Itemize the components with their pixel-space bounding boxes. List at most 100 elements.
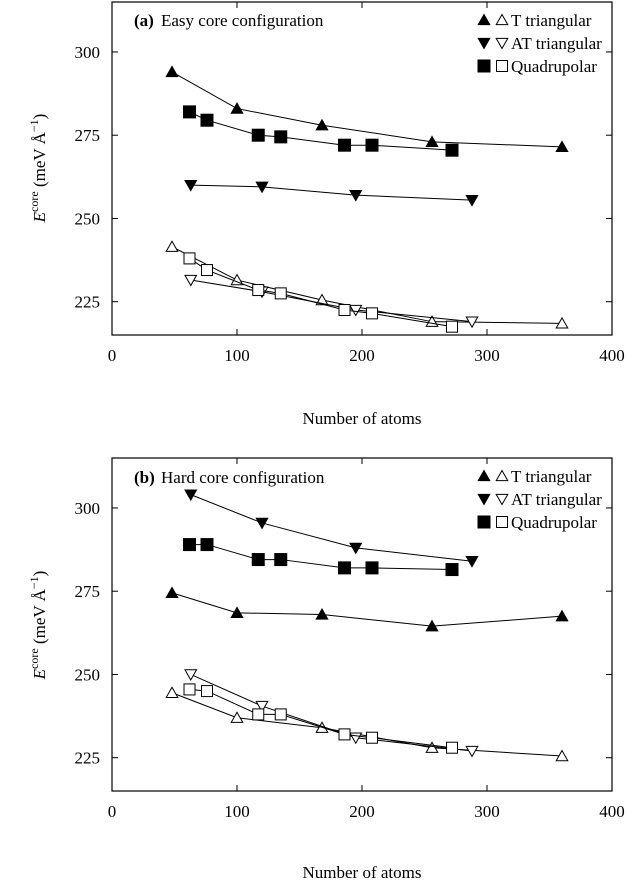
data-point [230, 606, 244, 619]
data-point [230, 711, 244, 723]
y-axis-label-symbol: E [30, 211, 49, 223]
data-point [183, 105, 196, 119]
data-point [274, 708, 287, 721]
data-point [555, 749, 569, 762]
legend-label: AT triangular [511, 490, 602, 509]
legend-entry: T triangular [477, 11, 592, 30]
data-point [425, 741, 439, 753]
data-point [465, 556, 479, 568]
data-point [274, 553, 288, 567]
series-at-triangular-open [184, 669, 479, 758]
legend-entry: Quadrupolar [477, 513, 597, 532]
chart-panel-a: 0 100 200 300 400 225 250 275 300 (a) Easy core … [27, 1, 625, 428]
data-point [255, 517, 269, 530]
data-point [555, 316, 569, 329]
y-axis-label-superscript: core [27, 191, 41, 212]
panel-label: (b) [134, 468, 155, 487]
data-point [252, 284, 265, 297]
legend-marker-filled [477, 515, 491, 529]
x-tick-label: 300 [474, 802, 500, 821]
data-point [274, 130, 288, 144]
data-point [255, 181, 269, 194]
data-point [365, 561, 379, 575]
data-point [165, 240, 179, 252]
legend-marker-filled [477, 469, 491, 482]
panel-label: (a) [134, 11, 154, 30]
y-tick-label: 225 [75, 749, 101, 768]
data-point [465, 316, 479, 329]
data-point [366, 307, 378, 320]
y-axis-label-symbol: E [30, 668, 49, 680]
series-at-triangular-filled [184, 489, 479, 568]
y-tick-label: 275 [75, 582, 101, 601]
data-point [349, 189, 363, 202]
legend-entry: T triangular [477, 467, 592, 486]
legend-marker-filled [477, 13, 491, 26]
legend-marker-open [496, 516, 508, 528]
svg-text:Ecore (meV Å−1): Ecore (meV Å−1) [27, 571, 49, 681]
data-point [349, 304, 363, 317]
data-point [201, 264, 213, 277]
data-point [445, 563, 459, 577]
data-point [366, 731, 378, 744]
series-line [190, 184, 473, 201]
x-tick-label: 200 [349, 802, 375, 821]
series-layer [165, 65, 569, 333]
data-point [555, 140, 569, 153]
x-tick-label: 400 [599, 802, 625, 821]
data-point [183, 683, 196, 696]
legend-marker-open [495, 493, 509, 506]
legend-label: Quadrupolar [511, 513, 597, 532]
x-tick-label: 100 [224, 346, 250, 365]
data-point [165, 686, 179, 698]
data-point [338, 304, 351, 317]
data-point [465, 745, 479, 758]
data-point [315, 607, 329, 620]
axis-ticks: 0 100 200 300 400 225 250 275 300 [75, 2, 625, 365]
data-point [255, 700, 269, 713]
series-at-triangular-filled [184, 179, 479, 207]
legend-marker-open [495, 37, 509, 50]
data-point [425, 135, 439, 148]
data-point [183, 252, 196, 265]
legend-marker-filled [477, 493, 491, 506]
y-tick-label: 250 [75, 665, 101, 684]
legend: T triangular AT triangular Quadrupolar [477, 11, 602, 76]
data-point [274, 287, 287, 300]
data-point [201, 685, 213, 698]
y-tick-label: 300 [75, 43, 101, 62]
data-point [184, 179, 198, 192]
axis-ticks: 0 100 200 300 400 225 250 275 300 [75, 458, 625, 821]
data-point [338, 561, 351, 575]
data-point [184, 274, 198, 287]
y-axis-label-unit: (meV Å [30, 131, 49, 187]
legend-marker-open [495, 469, 509, 482]
chart-title: Easy core configuration [161, 11, 324, 30]
y-tick-label: 225 [75, 293, 101, 312]
data-point [465, 194, 479, 207]
data-point [445, 143, 459, 157]
data-point [315, 293, 329, 306]
y-axis-label-unit: (meV Å [30, 588, 49, 644]
data-point [315, 118, 329, 131]
data-point [183, 538, 196, 552]
series-line [190, 494, 473, 562]
data-point [200, 538, 214, 552]
y-tick-label: 250 [75, 209, 101, 228]
x-tick-label: 0 [108, 346, 117, 365]
data-point [338, 138, 351, 152]
series-quadrupolar-open [183, 683, 458, 754]
x-axis-label: Number of atoms [303, 863, 422, 882]
series-t-triangular-filled [165, 65, 569, 153]
y-axis-label-superscript: core [27, 648, 41, 669]
chart-panel-b: 0 100 200 300 400 225 250 275 300 (b) Hard core … [27, 457, 625, 882]
legend-label: AT triangular [511, 34, 602, 53]
chart-title: Hard core configuration [161, 468, 325, 487]
legend: T triangular AT triangular Quadrupolar [477, 467, 602, 532]
data-point [165, 65, 179, 78]
data-point [555, 609, 569, 622]
series-quadrupolar-open [183, 252, 458, 333]
series-quadrupolar-filled [183, 538, 459, 577]
data-point [365, 138, 379, 152]
